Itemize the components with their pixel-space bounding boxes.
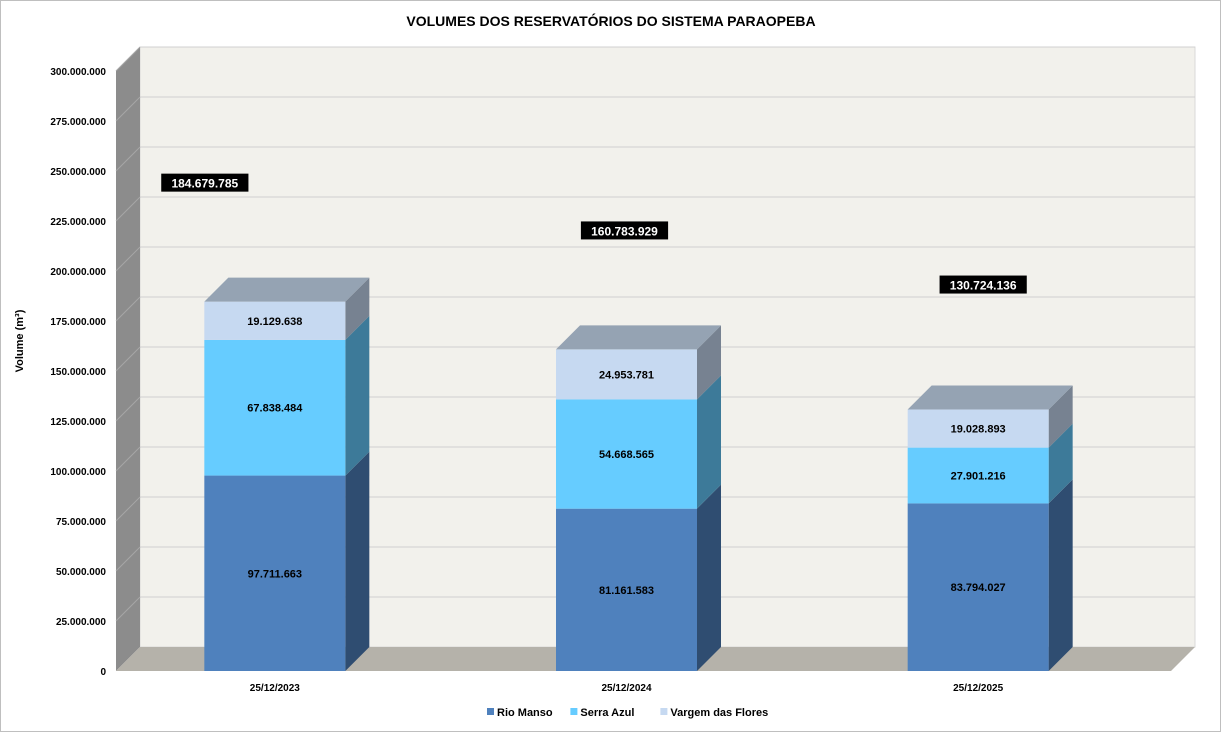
legend-label: Serra Azul — [580, 707, 634, 719]
y-tick-label: 275.000.000 — [50, 117, 106, 128]
data-label: 54.668.565 — [599, 449, 654, 461]
bar-side-1 — [697, 484, 721, 671]
bar-segment — [556, 399, 697, 509]
bar-segment — [204, 301, 346, 340]
bar-segment — [907, 447, 1049, 504]
y-tick-label: 100.000.000 — [50, 467, 106, 478]
bar-top — [556, 325, 721, 350]
y-tick-label: 25.000.000 — [56, 617, 106, 628]
bar-side-2 — [697, 375, 721, 509]
total-label: 130.724.136 — [950, 279, 1017, 293]
bar-segment — [204, 475, 346, 671]
gridline-side — [115, 96, 141, 122]
gridline-side — [115, 396, 141, 422]
legend-swatch — [570, 708, 578, 715]
legend-label: Vargem das Flores — [670, 707, 768, 719]
bar-segment — [556, 508, 697, 671]
data-label: 97.711.663 — [248, 568, 302, 580]
y-axis-label: Volume (m³) — [14, 309, 26, 372]
bar-top — [907, 385, 1073, 410]
total-label: 160.783.929 — [591, 224, 658, 238]
y-tick-label: 125.000.000 — [50, 417, 106, 428]
data-label: 83.794.027 — [951, 582, 1006, 594]
total-label: 184.679.785 — [171, 177, 238, 191]
gridline-side — [115, 246, 141, 272]
bar-top — [204, 277, 370, 302]
data-label: 27.901.216 — [951, 471, 1006, 483]
gridline-side — [115, 146, 141, 172]
total-label-box — [580, 221, 669, 240]
data-label: 19.129.638 — [247, 316, 302, 328]
legend-label: Rio Manso — [497, 707, 553, 719]
total-label-box — [939, 275, 1027, 294]
bar-side-2 — [345, 315, 370, 476]
bar-side-1 — [1048, 479, 1073, 671]
data-label: 81.161.583 — [599, 585, 654, 597]
bar-side-3 — [1048, 385, 1073, 448]
y-tick-label: 0 — [100, 667, 106, 678]
gridline-side — [115, 346, 141, 372]
bar-segment — [907, 409, 1049, 448]
y-tick-label: 200.000.000 — [50, 267, 106, 278]
y-tick-label: 225.000.000 — [50, 217, 106, 228]
y-tick-label: 150.000.000 — [50, 367, 106, 378]
bar-side-3 — [345, 277, 370, 340]
total-label-box — [161, 173, 249, 192]
bar-segment — [204, 339, 346, 476]
gridline-side — [115, 596, 141, 622]
y-tick-label: 300.000.000 — [50, 67, 106, 78]
x-tick-label: 25/12/2025 — [953, 683, 1003, 694]
y-tick-label: 250.000.000 — [50, 167, 106, 178]
gridline-side — [115, 46, 141, 72]
bar-side-3 — [697, 325, 721, 400]
x-tick-label: 25/12/2023 — [250, 683, 300, 694]
gridline-side — [115, 196, 141, 222]
bar-segment — [907, 503, 1049, 671]
gridline-side — [115, 446, 141, 472]
data-label: 24.953.781 — [599, 369, 654, 381]
data-label: 67.838.484 — [247, 403, 303, 415]
gridline-side — [115, 496, 141, 522]
data-label: 19.028.893 — [951, 424, 1006, 436]
y-tick-label: 175.000.000 — [50, 317, 106, 328]
bar-side-1 — [345, 451, 370, 671]
bar-segment — [556, 349, 697, 400]
gridline-side — [115, 296, 141, 322]
bar-side-2 — [1048, 423, 1073, 504]
y-tick-label: 50.000.000 — [56, 567, 106, 578]
legend-swatch — [660, 708, 668, 715]
legend-swatch — [487, 708, 494, 715]
x-tick-label: 25/12/2024 — [601, 683, 651, 694]
chart-title: VOLUMES DOS RESERVATÓRIOS DO SISTEMA PAR… — [406, 12, 815, 29]
y-tick-label: 75.000.000 — [56, 517, 106, 528]
gridline-side — [115, 546, 141, 572]
